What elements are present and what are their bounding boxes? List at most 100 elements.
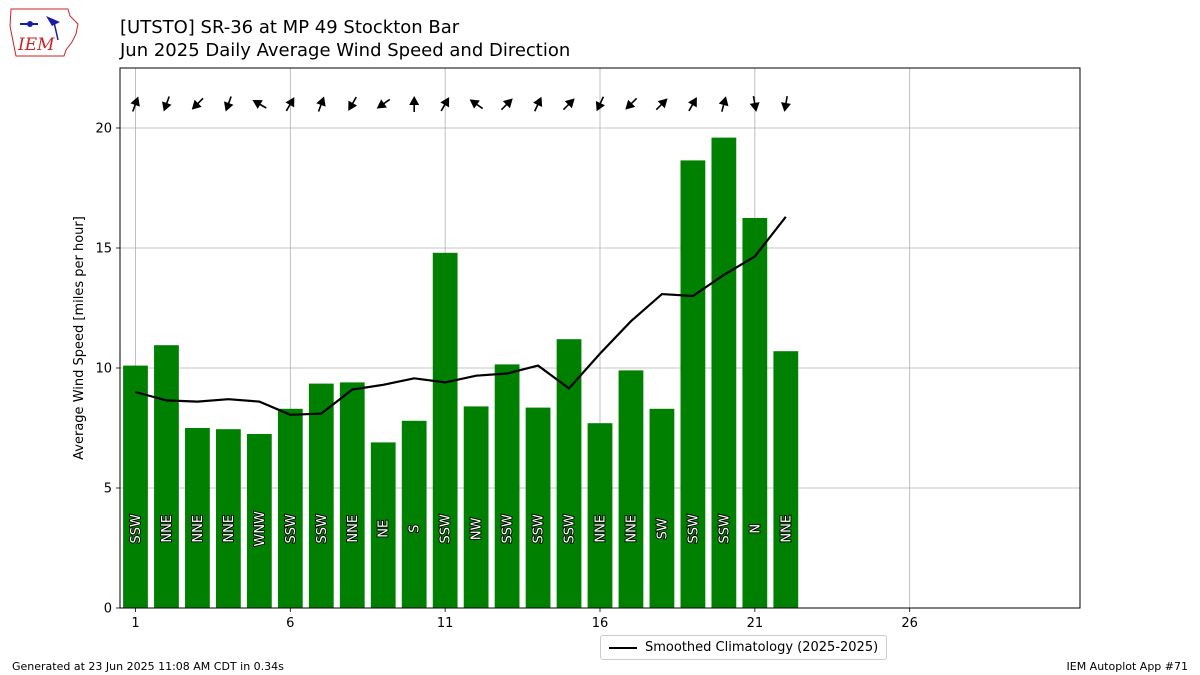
wind-arrow [469, 99, 484, 110]
direction-label: SSW [563, 514, 578, 544]
y-tick-label: 15 [95, 242, 112, 257]
bar [277, 408, 303, 608]
wind-arrow [749, 95, 760, 112]
climatology-line [135, 216, 787, 416]
direction-label: SSW [284, 514, 299, 544]
bar [494, 364, 520, 608]
wind-arrow [625, 97, 638, 110]
direction-label: NNE [594, 515, 609, 543]
iowa-outline-icon [9, 8, 79, 57]
bar [773, 351, 799, 608]
bar [432, 252, 458, 609]
x-tick-label: 1 [131, 616, 139, 631]
bar [618, 370, 644, 608]
bar [649, 408, 675, 608]
bar [123, 365, 148, 608]
y-axis-label: Average Wind Speed [miles per hour] [72, 216, 87, 460]
wind-arrow [688, 97, 697, 112]
bar [525, 407, 551, 608]
wind-arrow-head [469, 99, 480, 109]
wind-arrow-head [440, 97, 450, 108]
bar [216, 429, 241, 608]
direction-label: N [748, 524, 763, 534]
direction-label: SSW [686, 514, 701, 544]
x-tick-label: 11 [437, 616, 454, 631]
logo-text: IEM [17, 35, 55, 55]
wind-arrow [500, 98, 513, 111]
wind-arrow-head [625, 99, 636, 110]
wind-arrow-head [348, 100, 358, 111]
wind-arrow-head [688, 97, 697, 108]
wind-arrow [595, 96, 605, 112]
chart-title: [UTSTO] SR-36 at MP 49 Stockton Bar [120, 17, 460, 38]
x-tick-label: 21 [747, 616, 764, 631]
wind-arrow-head [564, 98, 575, 109]
wind-arrow [781, 95, 791, 112]
wind-arrow [348, 96, 358, 111]
direction-label: NNE [222, 515, 237, 543]
wind-arrow-head [749, 102, 760, 112]
wind-arrow-head [718, 96, 729, 107]
y-tick-label: 0 [104, 602, 112, 617]
x-tick-label: 6 [286, 616, 294, 631]
bar [587, 423, 613, 608]
direction-label: SSW [717, 514, 732, 544]
bar [339, 382, 365, 608]
legend-label: Smoothed Climatology (2025-2025) [645, 640, 879, 655]
chart-subtitle: Jun 2025 Daily Average Wind Speed and Di… [120, 40, 571, 61]
iem-logo: IEM [9, 8, 79, 57]
direction-label: SSW [501, 514, 516, 544]
direction-label: NNE [160, 515, 175, 543]
direction-label: NNE [346, 515, 361, 543]
wind-arrow [285, 97, 295, 112]
direction-label: NW [470, 517, 485, 540]
plot-frame [119, 67, 1081, 609]
bar [556, 339, 582, 608]
wind-arrow [191, 97, 204, 110]
wind-arrow [252, 100, 267, 109]
wind-arrow-head [409, 96, 420, 105]
y-tick-label: 10 [95, 362, 112, 377]
direction-label: WNW [253, 511, 268, 547]
wind-arrow-head [376, 99, 387, 109]
direction-label: NNE [779, 515, 794, 543]
direction-label: NNE [191, 515, 206, 543]
bar [711, 137, 737, 608]
wind-arrow-head [285, 97, 295, 108]
direction-label: SSW [129, 514, 144, 544]
y-tick-label: 20 [95, 122, 112, 137]
bar [680, 160, 706, 608]
wind-arrow [533, 96, 543, 112]
wind-arrow [562, 98, 575, 111]
wind-arrow [224, 96, 234, 112]
direction-label: S [408, 525, 423, 533]
legend-line-swatch [609, 646, 637, 649]
bar [401, 420, 427, 608]
wind-arrow-head [502, 98, 513, 109]
wind-arrow [162, 96, 172, 112]
wind-arrow-head [316, 96, 326, 107]
x-tick-label: 16 [592, 616, 609, 631]
y-tick-label: 5 [104, 482, 112, 497]
wind-arrow [376, 98, 391, 109]
direction-label: NE [377, 520, 392, 538]
direction-label: SW [655, 518, 670, 539]
wind-arrow-head [162, 101, 172, 112]
bar [370, 442, 396, 608]
direction-label: SSW [439, 514, 454, 544]
bar [185, 428, 210, 608]
wind-arrow [440, 97, 450, 112]
bar [742, 218, 768, 608]
wind-arrow [718, 96, 729, 112]
direction-label: SSW [315, 514, 330, 544]
bar [154, 345, 179, 608]
direction-label: NNE [624, 515, 639, 543]
wind-arrow-head [252, 100, 263, 109]
wind-arrow [316, 96, 326, 112]
wind-arrow-head [130, 96, 140, 107]
footer-generated: Generated at 23 Jun 2025 11:08 AM CDT in… [12, 660, 284, 673]
bar [246, 434, 272, 608]
wind-arrow-head [533, 96, 543, 108]
bar [308, 383, 334, 608]
